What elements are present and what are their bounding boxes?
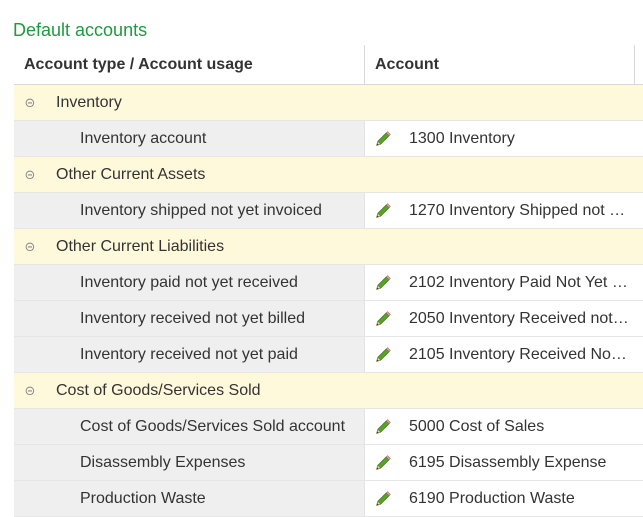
pencil-edit-icon[interactable] [373, 489, 393, 509]
account-usage-label: Inventory paid not yet received [14, 265, 365, 300]
grid-body: ⊝ Inventory Inventory account 1300 Inventor… [14, 85, 643, 517]
group-row[interactable]: ⊝ Cost of Goods/Services Sold [14, 373, 643, 409]
account-usage-row[interactable]: Inventory shipped not yet invoiced 1270 I… [14, 193, 643, 229]
account-usage-row[interactable]: Inventory received not yet billed 2050 In… [14, 301, 643, 337]
account-cell[interactable]: 6190 Production Waste [365, 481, 643, 516]
account-value: 5000 Cost of Sales [409, 417, 545, 435]
account-value: 1270 Inventory Shipped not … [409, 201, 626, 219]
pencil-edit-icon[interactable] [373, 129, 393, 149]
account-usage-row[interactable]: Cost of Goods/Services Sold account 5000 … [14, 409, 643, 445]
group-label: Other Current Assets [56, 165, 206, 183]
pencil-edit-icon[interactable] [373, 273, 393, 293]
account-usage-row[interactable]: Inventory account 1300 Inventory [14, 121, 643, 157]
account-usage-label: Inventory shipped not yet invoiced [14, 193, 365, 228]
column-header-account-type[interactable]: Account type / Account usage [14, 45, 365, 84]
collapse-minus-icon[interactable]: ⊝ [24, 382, 36, 398]
account-value: 2102 Inventory Paid Not Yet … [409, 273, 628, 291]
grid-header: Account type / Account usage Account [14, 45, 643, 85]
collapse-minus-icon[interactable]: ⊝ [24, 94, 36, 110]
pencil-edit-icon[interactable] [373, 201, 393, 221]
pencil-edit-icon[interactable] [373, 453, 393, 473]
collapse-minus-icon[interactable]: ⊝ [24, 166, 36, 182]
account-cell[interactable]: 2050 Inventory Received not… [365, 301, 643, 336]
collapse-minus-icon[interactable]: ⊝ [24, 238, 36, 254]
account-usage-label: Production Waste [14, 481, 365, 516]
account-cell[interactable]: 1300 Inventory [365, 121, 643, 156]
default-accounts-grid: Account type / Account usage Account ⊝ In… [14, 45, 643, 517]
column-header-account[interactable]: Account [365, 45, 635, 84]
account-value: 1300 Inventory [409, 129, 515, 147]
account-cell[interactable]: 5000 Cost of Sales [365, 409, 643, 444]
group-row[interactable]: ⊝ Other Current Liabilities [14, 229, 643, 265]
account-usage-row[interactable]: Inventory received not yet paid 2105 Inve… [14, 337, 643, 373]
account-usage-label: Cost of Goods/Services Sold account [14, 409, 365, 444]
account-value: 6190 Production Waste [409, 489, 575, 507]
group-label: Inventory [56, 93, 122, 111]
account-usage-label: Inventory account [14, 121, 365, 156]
account-cell[interactable]: 1270 Inventory Shipped not … [365, 193, 643, 228]
account-usage-label: Inventory received not yet billed [14, 301, 365, 336]
account-cell[interactable]: 2105 Inventory Received Not… [365, 337, 643, 372]
section-title: Default accounts [13, 20, 148, 40]
pencil-edit-icon[interactable] [373, 309, 393, 329]
group-label: Cost of Goods/Services Sold [56, 381, 261, 399]
pencil-edit-icon[interactable] [373, 417, 393, 437]
group-row[interactable]: ⊝ Inventory [14, 85, 643, 121]
group-label: Other Current Liabilities [56, 237, 225, 255]
account-value: 6195 Disassembly Expense [409, 453, 607, 471]
account-value: 2050 Inventory Received not… [409, 309, 629, 327]
account-value: 2105 Inventory Received Not… [409, 345, 631, 363]
account-usage-label: Inventory received not yet paid [14, 337, 365, 372]
pencil-edit-icon[interactable] [373, 345, 393, 365]
account-cell[interactable]: 2102 Inventory Paid Not Yet … [365, 265, 643, 300]
account-cell[interactable]: 6195 Disassembly Expense [365, 445, 643, 480]
account-usage-row[interactable]: Disassembly Expenses 6195 Disassembly Exp… [14, 445, 643, 481]
account-usage-row[interactable]: Inventory paid not yet received 2102 Inve… [14, 265, 643, 301]
account-usage-label: Disassembly Expenses [14, 445, 365, 480]
account-usage-row[interactable]: Production Waste 6190 Production Waste [14, 481, 643, 517]
group-row[interactable]: ⊝ Other Current Assets [14, 157, 643, 193]
